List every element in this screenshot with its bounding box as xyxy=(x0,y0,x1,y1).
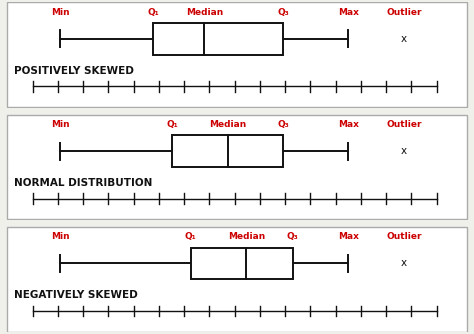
Text: POSITIVELY SKEWED: POSITIVELY SKEWED xyxy=(14,65,134,75)
Text: Max: Max xyxy=(338,232,359,241)
Text: x: x xyxy=(401,259,407,269)
Text: x: x xyxy=(401,146,407,156)
Text: Q₃: Q₃ xyxy=(278,120,289,129)
Text: Q₃: Q₃ xyxy=(287,232,299,241)
Text: Q₁: Q₁ xyxy=(185,232,196,241)
Text: Outlier: Outlier xyxy=(386,120,422,129)
Bar xyxy=(154,23,283,55)
Text: Q₁: Q₁ xyxy=(147,7,159,16)
FancyBboxPatch shape xyxy=(7,227,467,332)
Text: Q₃: Q₃ xyxy=(278,7,289,16)
FancyBboxPatch shape xyxy=(7,2,467,107)
Text: Outlier: Outlier xyxy=(386,232,422,241)
Text: Max: Max xyxy=(338,7,359,16)
Text: Median: Median xyxy=(209,120,246,129)
Text: Min: Min xyxy=(51,7,70,16)
Bar xyxy=(172,135,283,167)
Text: Median: Median xyxy=(228,232,265,241)
Text: Min: Min xyxy=(51,120,70,129)
Bar xyxy=(191,247,293,279)
Text: Max: Max xyxy=(338,120,359,129)
FancyBboxPatch shape xyxy=(7,115,467,219)
Text: NORMAL DISTRIBUTION: NORMAL DISTRIBUTION xyxy=(14,178,153,188)
Text: Min: Min xyxy=(51,232,70,241)
Text: Q₁: Q₁ xyxy=(166,120,178,129)
Text: NEGATIVELY SKEWED: NEGATIVELY SKEWED xyxy=(14,290,138,300)
Text: x: x xyxy=(401,34,407,44)
Text: Median: Median xyxy=(186,7,223,16)
Text: Outlier: Outlier xyxy=(386,7,422,16)
